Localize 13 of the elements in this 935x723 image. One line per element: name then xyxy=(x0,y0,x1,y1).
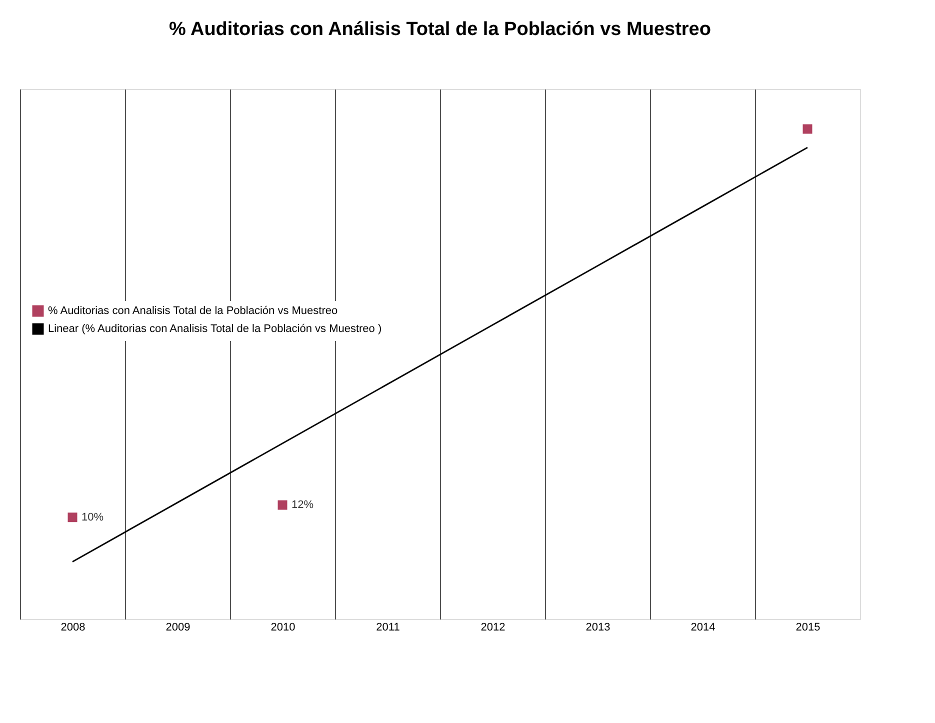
x-tick-label: 2009 xyxy=(166,622,190,634)
x-tick-label: 2015 xyxy=(796,622,820,634)
x-tick-label: 2012 xyxy=(480,622,506,634)
x-tick-label: 2010 xyxy=(270,622,296,634)
x-tick-label: 2013 xyxy=(586,622,610,634)
data-label: 12% xyxy=(292,499,314,512)
chart-title: % Auditorias con Análisis Total de la Población vs Muestreo xyxy=(169,19,711,40)
data-label: 10% xyxy=(82,511,104,524)
x-tick-label: 2014 xyxy=(690,622,716,634)
x-tick-label: 2011 xyxy=(376,622,400,634)
x-tick-label: 2008 xyxy=(60,622,86,634)
legend-label: % Auditorias con Analisis Total de la Población vs Muestreo xyxy=(48,305,338,317)
legend-label: Linear (% Auditorias con Analisis Total de la Población vs Muestreo ) xyxy=(48,323,382,335)
